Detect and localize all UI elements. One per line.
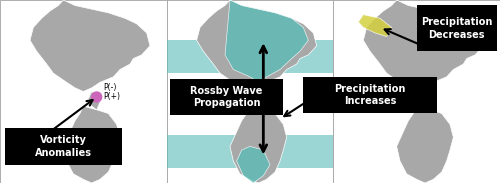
- Polygon shape: [88, 92, 100, 110]
- Polygon shape: [64, 106, 120, 183]
- Polygon shape: [358, 15, 392, 37]
- Text: P(+): P(+): [104, 92, 120, 102]
- Ellipse shape: [379, 81, 404, 102]
- Polygon shape: [30, 0, 150, 92]
- Bar: [166, 135, 334, 168]
- Bar: [334, 0, 500, 183]
- FancyBboxPatch shape: [170, 79, 283, 115]
- Polygon shape: [230, 106, 286, 183]
- Circle shape: [92, 92, 102, 102]
- Bar: [166, 40, 334, 73]
- Polygon shape: [422, 92, 434, 110]
- Polygon shape: [364, 0, 484, 92]
- Polygon shape: [236, 146, 270, 183]
- Bar: [0, 0, 166, 183]
- Text: Precipitation
Decreases: Precipitation Decreases: [421, 17, 492, 40]
- Text: Vorticity
Anomalies: Vorticity Anomalies: [35, 135, 92, 158]
- Text: P(-): P(-): [104, 83, 117, 92]
- Text: Rossby Wave
Propagation: Rossby Wave Propagation: [190, 86, 263, 108]
- Polygon shape: [196, 0, 316, 92]
- FancyBboxPatch shape: [5, 128, 121, 165]
- FancyBboxPatch shape: [304, 77, 436, 113]
- Bar: [166, 0, 334, 183]
- Polygon shape: [255, 92, 266, 110]
- FancyBboxPatch shape: [416, 5, 496, 51]
- Polygon shape: [225, 0, 308, 82]
- Text: Precipitation
Increases: Precipitation Increases: [334, 84, 406, 106]
- Polygon shape: [396, 106, 454, 183]
